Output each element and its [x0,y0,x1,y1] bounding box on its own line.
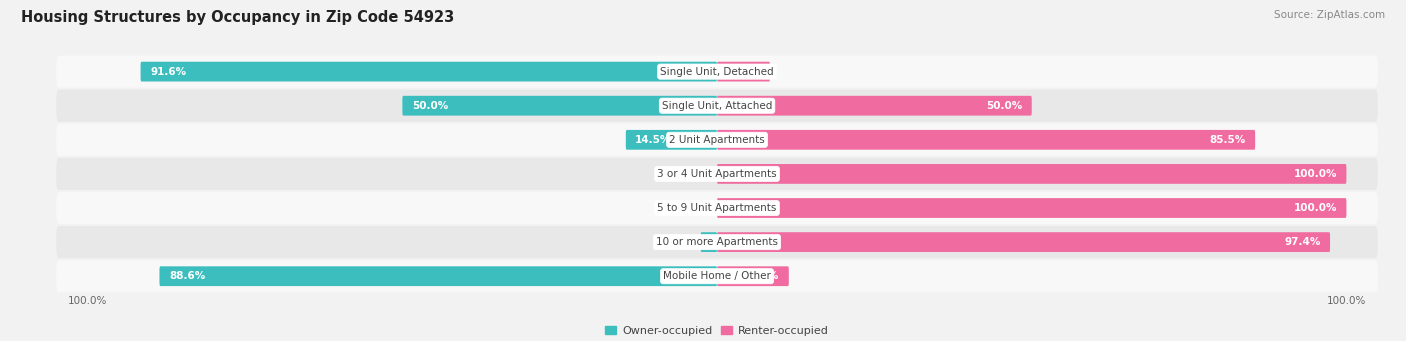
Text: 88.6%: 88.6% [169,271,205,281]
Text: 3 or 4 Unit Apartments: 3 or 4 Unit Apartments [657,169,778,179]
Text: 50.0%: 50.0% [412,101,449,111]
FancyBboxPatch shape [56,90,1378,122]
Text: 14.5%: 14.5% [636,135,672,145]
Text: 100.0%: 100.0% [1294,169,1337,179]
FancyBboxPatch shape [717,96,1032,116]
Text: Source: ZipAtlas.com: Source: ZipAtlas.com [1274,10,1385,20]
Text: 0.0%: 0.0% [685,203,711,213]
Text: 0.0%: 0.0% [685,169,711,179]
Text: Single Unit, Attached: Single Unit, Attached [662,101,772,111]
Text: 10 or more Apartments: 10 or more Apartments [657,237,778,247]
FancyBboxPatch shape [700,232,717,252]
FancyBboxPatch shape [56,192,1378,224]
FancyBboxPatch shape [717,130,1256,150]
Text: Housing Structures by Occupancy in Zip Code 54923: Housing Structures by Occupancy in Zip C… [21,10,454,25]
FancyBboxPatch shape [717,62,770,81]
Text: Mobile Home / Other: Mobile Home / Other [664,271,770,281]
FancyBboxPatch shape [717,164,1347,184]
FancyBboxPatch shape [717,232,1330,252]
Text: 11.4%: 11.4% [742,271,779,281]
FancyBboxPatch shape [159,266,717,286]
Text: 85.5%: 85.5% [1209,135,1246,145]
Text: 8.4%: 8.4% [731,66,761,77]
Text: 91.6%: 91.6% [150,66,186,77]
Text: 50.0%: 50.0% [986,101,1022,111]
FancyBboxPatch shape [56,260,1378,292]
FancyBboxPatch shape [56,124,1378,156]
FancyBboxPatch shape [717,198,1347,218]
FancyBboxPatch shape [56,56,1378,88]
Text: 5 to 9 Unit Apartments: 5 to 9 Unit Apartments [658,203,776,213]
Text: 2.6%: 2.6% [668,237,695,247]
Text: 2 Unit Apartments: 2 Unit Apartments [669,135,765,145]
Text: Single Unit, Detached: Single Unit, Detached [661,66,773,77]
Text: 100.0%: 100.0% [1294,203,1337,213]
FancyBboxPatch shape [141,62,717,81]
FancyBboxPatch shape [626,130,717,150]
FancyBboxPatch shape [56,158,1378,190]
FancyBboxPatch shape [56,226,1378,258]
Text: 97.4%: 97.4% [1284,237,1320,247]
FancyBboxPatch shape [717,266,789,286]
FancyBboxPatch shape [402,96,717,116]
Legend: Owner-occupied, Renter-occupied: Owner-occupied, Renter-occupied [600,321,834,340]
